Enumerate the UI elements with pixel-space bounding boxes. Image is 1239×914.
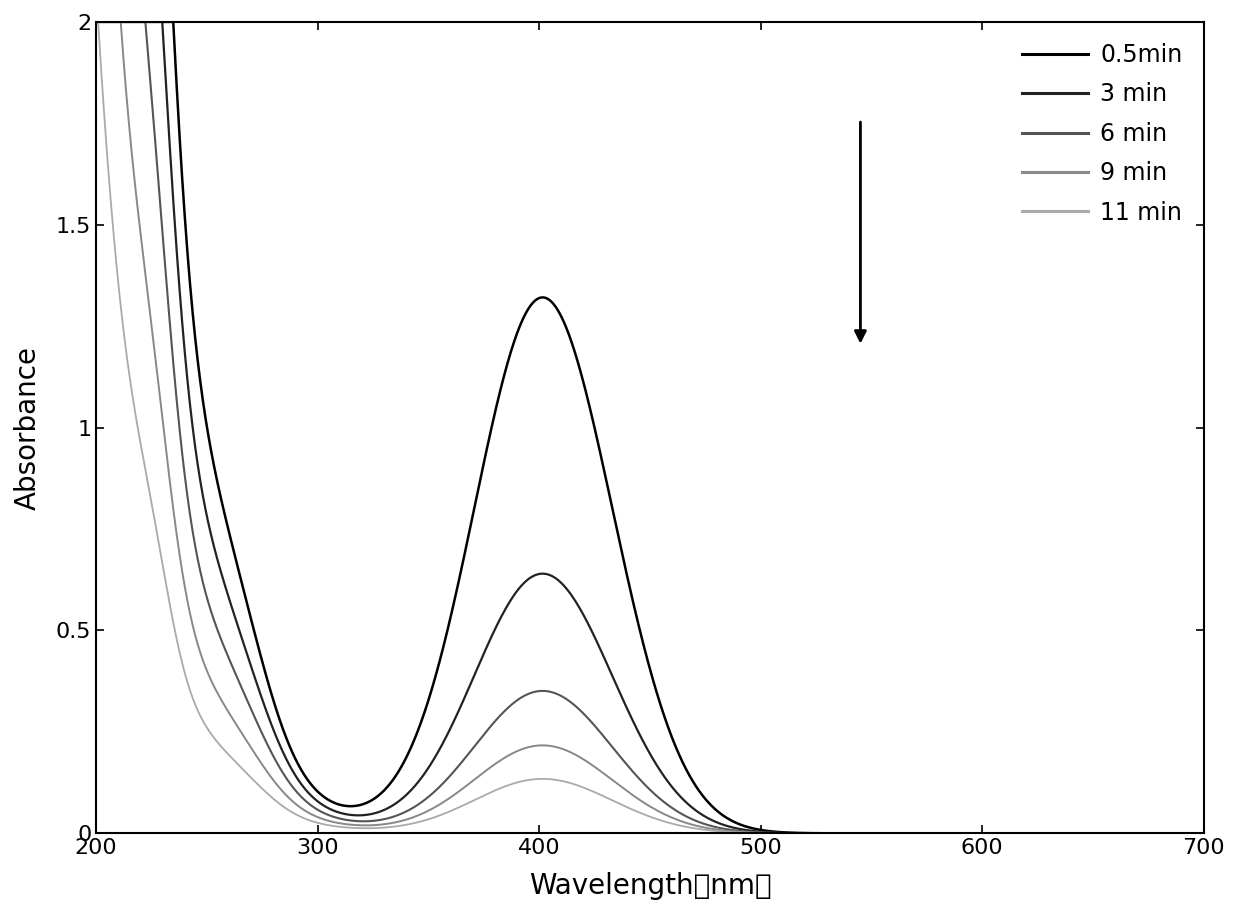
Y-axis label: Absorbance: Absorbance bbox=[14, 345, 42, 510]
X-axis label: Wavelength（nm）: Wavelength（nm） bbox=[529, 872, 772, 900]
Legend: 0.5min, 3 min, 6 min, 9 min, 11 min: 0.5min, 3 min, 6 min, 9 min, 11 min bbox=[1014, 34, 1192, 234]
